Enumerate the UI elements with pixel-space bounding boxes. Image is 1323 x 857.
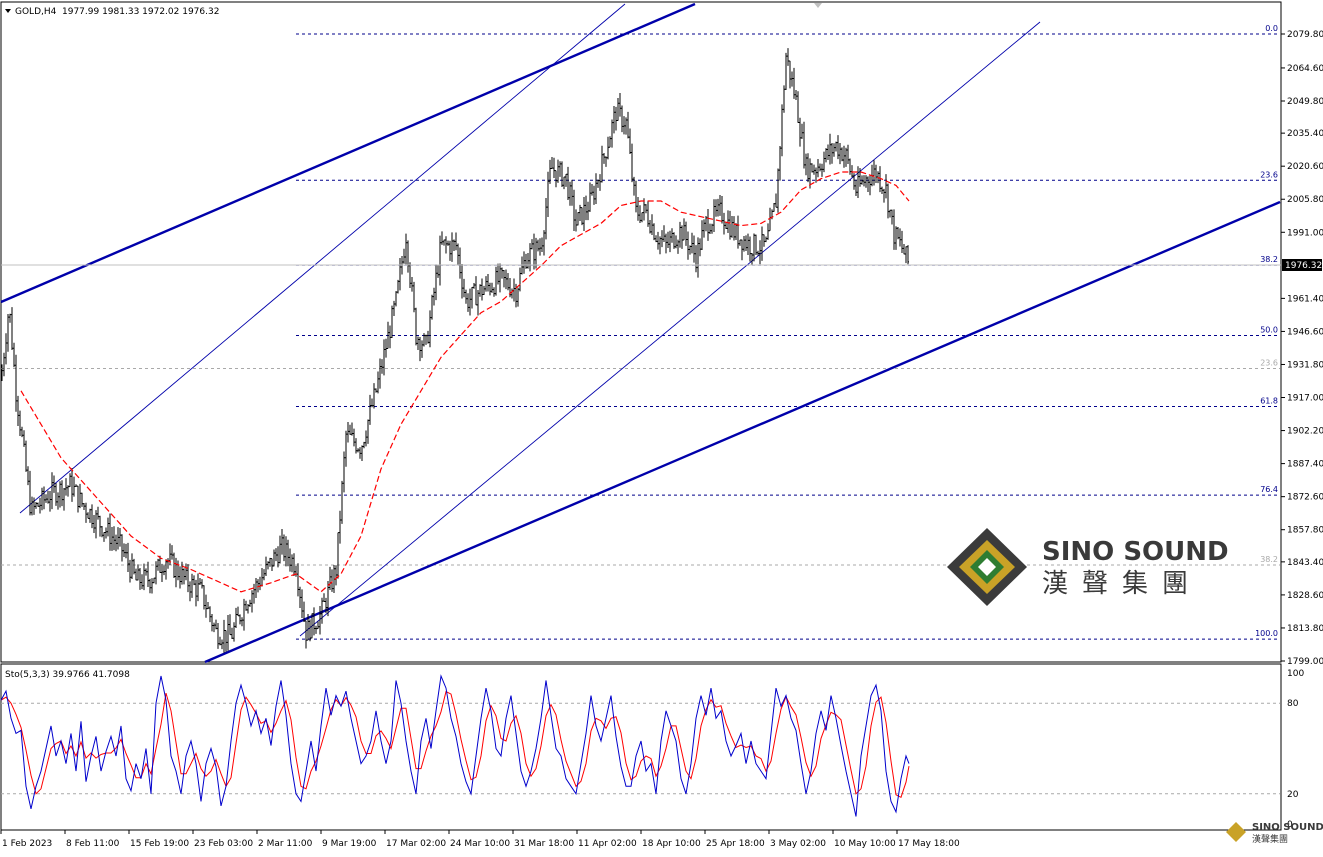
y-tick-label: 2005.80	[1287, 195, 1323, 205]
lower-channel-line[interactable]	[204, 200, 1281, 664]
price-axis: 2079.80 2064.60 2049.80 2035.40 2020.60 2005.…	[1281, 30, 1323, 667]
small-brand-latin: SINO SOUND	[1252, 822, 1323, 833]
x-tick-label: 23 Feb 03:00	[194, 839, 253, 849]
y-tick-label: 1931.80	[1287, 360, 1323, 370]
ma-line	[20, 171, 910, 593]
x-tick-label: 25 Apr 18:00	[706, 839, 765, 849]
stoch-axis-label: 20	[1287, 790, 1299, 800]
y-tick-label: 1828.60	[1287, 591, 1323, 601]
y-tick-label: 2049.80	[1287, 97, 1323, 107]
fib-level-label: 76.4	[1260, 485, 1278, 494]
current-price-label: 1976.32	[1285, 261, 1322, 271]
brand-cjk: 漢聲集團	[1042, 569, 1202, 599]
y-tick-label: 1843.40	[1287, 558, 1323, 568]
indicator-panel-frame	[0, 663, 1282, 831]
x-tick-label: 31 Mar 18:00	[514, 839, 574, 849]
upper-channel-line[interactable]	[0, 2, 696, 304]
sino-sound-logo: SINO SOUND 漢聲集團	[947, 528, 1229, 606]
time-axis: 1 Feb 2023 8 Feb 11:00 15 Feb 19:00 23 Feb …	[0, 830, 960, 849]
dropdown-icon[interactable]	[5, 9, 11, 13]
x-tick-label: 9 Mar 19:00	[322, 839, 377, 849]
x-tick-label: 17 Mar 02:00	[386, 839, 446, 849]
y-tick-label: 2035.40	[1287, 129, 1323, 139]
fib-level-label: 61.8	[1260, 396, 1278, 405]
y-tick-label: 1857.80	[1287, 526, 1323, 536]
symbol-label: GOLD,H4	[15, 7, 57, 17]
y-tick-label: 1961.40	[1287, 294, 1323, 304]
fib-level-label: 38.2	[1260, 255, 1278, 264]
stoch-axis-label: 0	[1287, 820, 1293, 830]
thin-trendline-right[interactable]	[299, 21, 1041, 637]
secondary-fib-label: 23.6	[1260, 358, 1278, 367]
main-panel-frame	[0, 1, 1282, 663]
fib-level-label: 100.0	[1255, 629, 1278, 638]
x-tick-label: 1 Feb 2023	[2, 839, 52, 849]
y-tick-label: 2064.60	[1287, 64, 1323, 74]
y-tick-label: 1902.20	[1287, 427, 1323, 437]
y-tick-label: 1799.00	[1287, 657, 1323, 667]
x-tick-label: 10 May 10:00	[834, 839, 896, 849]
moving-average	[20, 171, 910, 593]
thin-trendline-left[interactable]	[19, 3, 626, 514]
x-tick-label: 17 May 18:00	[898, 839, 960, 849]
small-diamond-icon	[1226, 822, 1246, 842]
brand-latin: SINO SOUND	[1042, 537, 1229, 567]
y-tick-label: 1991.00	[1287, 228, 1323, 238]
y-tick-label: 2020.60	[1287, 162, 1323, 172]
y-tick-label: 1946.60	[1287, 327, 1323, 337]
x-tick-label: 11 Apr 02:00	[578, 839, 637, 849]
indicator-label: Sto(5,3,3) 39.9766 41.7098	[5, 670, 130, 680]
x-tick-label: 15 Feb 19:00	[130, 839, 189, 849]
fib-level-label: 50.0	[1260, 325, 1278, 334]
stoch-axis-label: 80	[1287, 699, 1299, 709]
stoch-main-line	[0, 674, 910, 817]
current-price-box	[1282, 259, 1322, 271]
fib-level-label: 23.6	[1260, 170, 1278, 179]
stoch-axis-label: 100	[1287, 669, 1304, 679]
y-tick-label: 1872.60	[1287, 493, 1323, 503]
x-tick-label: 2 Mar 11:00	[258, 839, 313, 849]
small-logo: SINO SOUND 漢聲集團	[1226, 822, 1323, 845]
small-brand-cjk: 漢聲集團	[1252, 833, 1288, 845]
x-tick-label: 8 Feb 11:00	[66, 839, 120, 849]
y-tick-label: 2079.80	[1287, 30, 1323, 40]
stochastic-oscillator: 100 80 20 0	[0, 669, 1304, 830]
ohlc-values: 1977.99 1981.33 1972.02 1976.32	[62, 7, 219, 17]
trendlines	[0, 2, 1281, 664]
y-tick-label: 1917.00	[1287, 394, 1323, 404]
x-tick-label: 18 Apr 10:00	[642, 839, 701, 849]
scroll-marker-icon	[814, 3, 822, 8]
secondary-fib-label: 38.2	[1260, 555, 1278, 564]
x-tick-label: 3 May 02:00	[770, 839, 826, 849]
fib-level-label: 0.0	[1265, 24, 1278, 33]
x-tick-label: 24 Mar 10:00	[450, 839, 510, 849]
y-tick-label: 1887.40	[1287, 460, 1323, 470]
y-tick-label: 1813.80	[1287, 624, 1323, 634]
